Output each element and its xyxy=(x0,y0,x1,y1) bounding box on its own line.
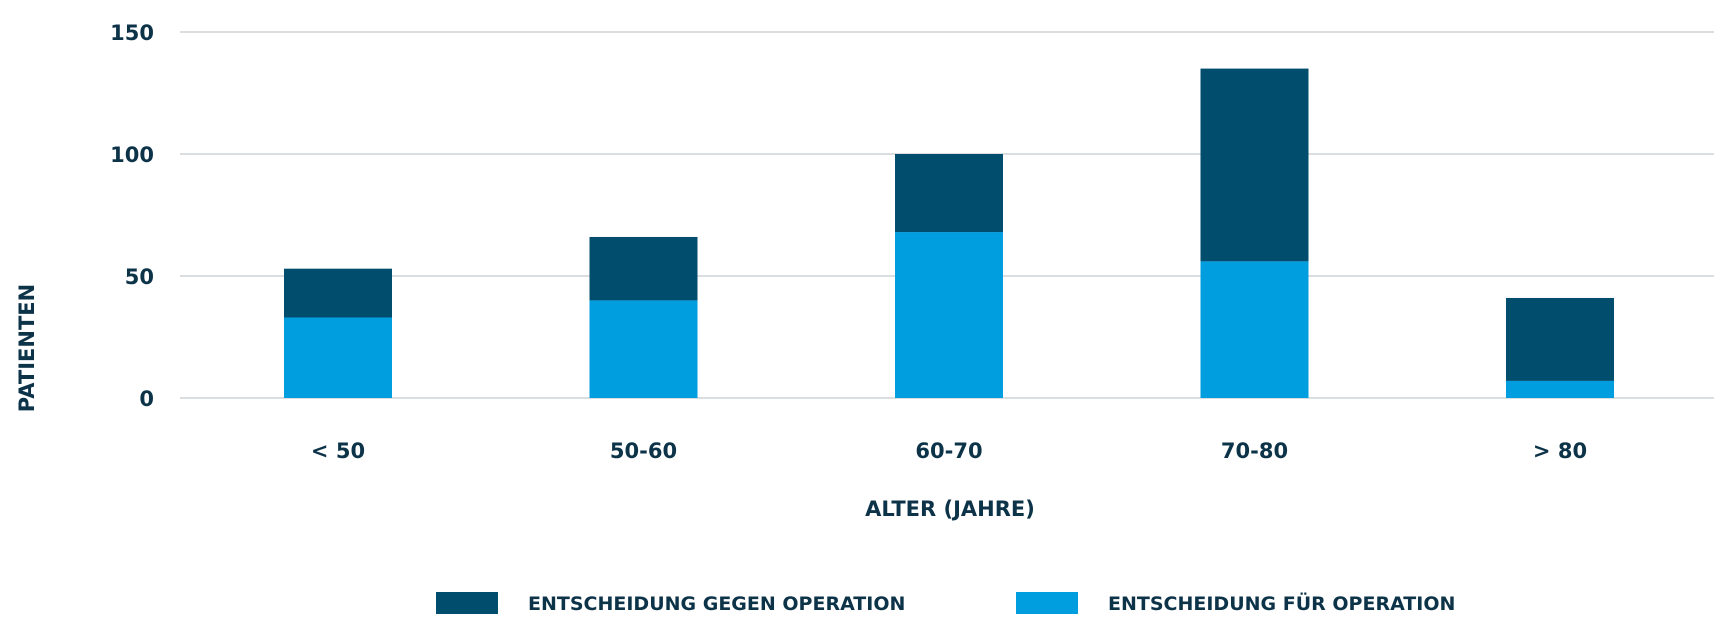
x-tick-label: < 50 xyxy=(311,439,365,463)
x-tick-label: 70-80 xyxy=(1221,439,1288,463)
bar-segment xyxy=(1200,261,1309,398)
x-tick-label: 60-70 xyxy=(915,439,982,463)
legend: ENTSCHEIDUNG GEGEN OPERATION ENTSCHEIDUNG… xyxy=(436,591,1455,615)
bar-segment xyxy=(589,236,698,301)
bar-segment xyxy=(284,317,392,398)
bar-segment xyxy=(895,154,1003,233)
x-tick-labels: < 50 50-60 60-70 70-80 > 80 xyxy=(311,439,1587,463)
legend-swatch xyxy=(436,592,498,614)
y-tick-label: 0 xyxy=(139,387,154,411)
y-tick-label: 100 xyxy=(110,143,154,167)
bar-segment xyxy=(1506,297,1614,381)
x-tick-label: 50-60 xyxy=(610,439,677,463)
legend-label: ENTSCHEIDUNG GEGEN OPERATION xyxy=(528,593,905,615)
bar-segment xyxy=(1200,68,1309,262)
bar-segment xyxy=(284,268,392,318)
y-tick-label: 150 xyxy=(110,21,154,45)
y-tick-labels: 0 50 100 150 xyxy=(110,21,154,411)
legend-swatch xyxy=(1016,592,1078,614)
legend-label: ENTSCHEIDUNG FÜR OPERATION xyxy=(1108,591,1455,615)
bar-segment xyxy=(895,232,1003,398)
x-axis-title: ALTER (JAHRE) xyxy=(865,497,1035,521)
bar-segment xyxy=(589,300,698,398)
bars xyxy=(284,68,1614,398)
y-tick-label: 50 xyxy=(125,265,154,289)
bar-segment xyxy=(1506,380,1614,398)
y-axis-title: PATIENTEN xyxy=(15,284,39,412)
x-tick-label: > 80 xyxy=(1533,439,1587,463)
